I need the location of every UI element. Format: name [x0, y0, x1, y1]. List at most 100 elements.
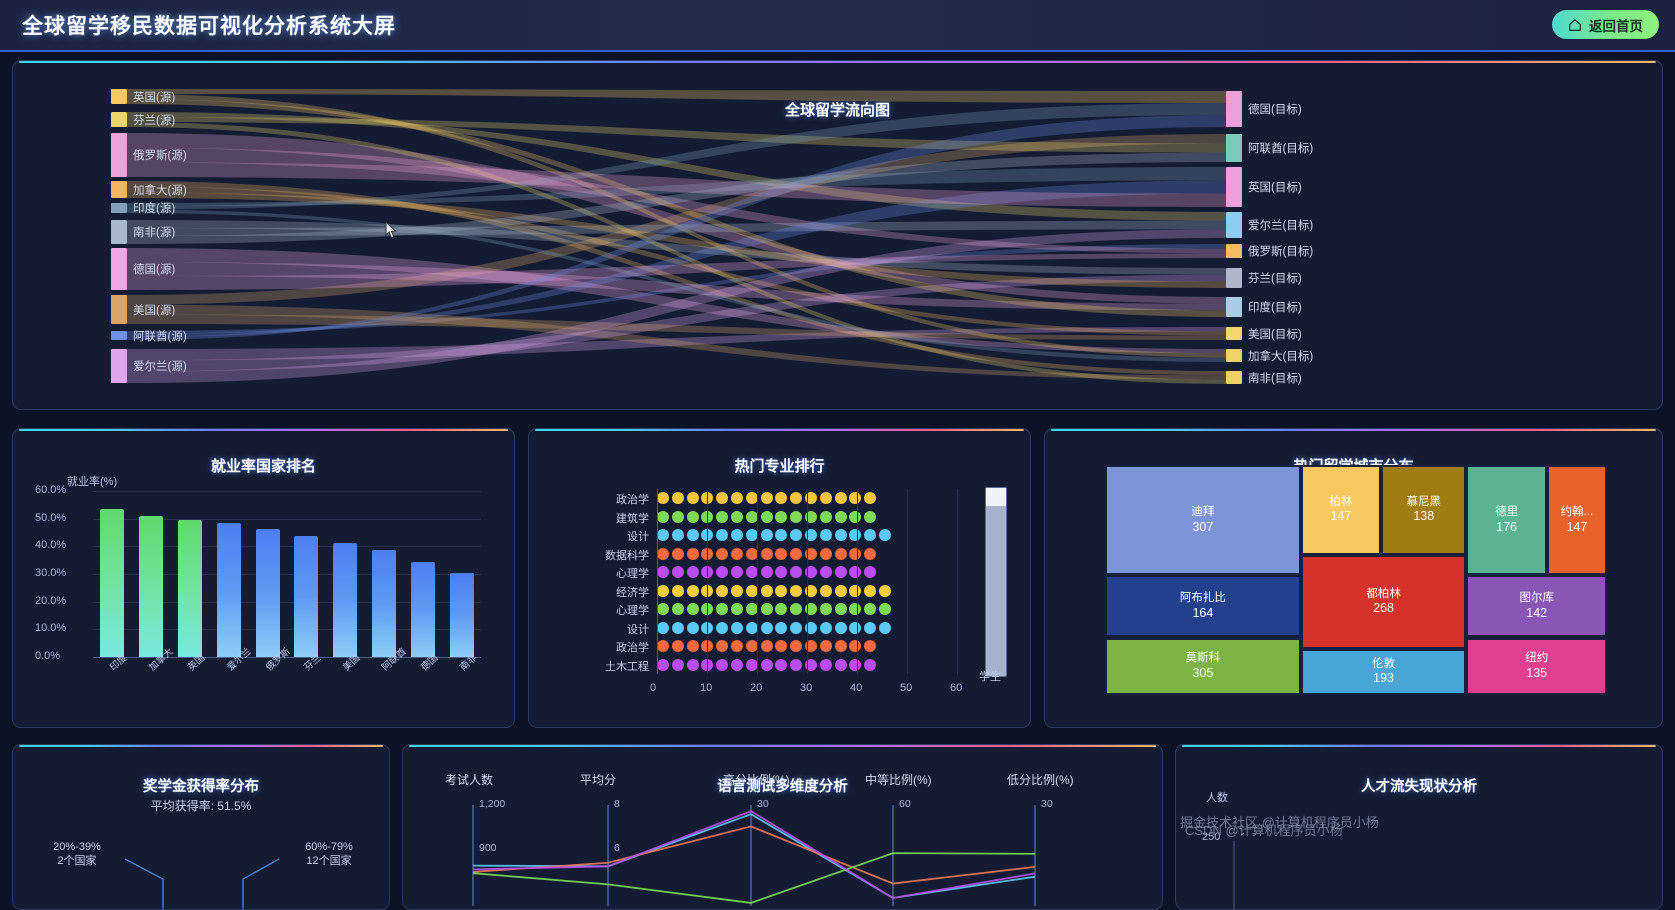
sankey-link[interactable]: [127, 167, 1226, 207]
employment-bar[interactable]: [372, 550, 396, 657]
majors-dot: [686, 621, 699, 634]
sankey-source-node[interactable]: [111, 220, 127, 244]
sankey-link[interactable]: [127, 220, 1226, 236]
sankey-source-node[interactable]: [111, 349, 127, 383]
treemap-cell[interactable]: 图尔库 142: [1466, 575, 1607, 638]
treemap-cell[interactable]: 伦敦 193: [1300, 649, 1467, 695]
back-to-home-button[interactable]: 返回首页: [1552, 10, 1659, 39]
language-series-line[interactable]: [472, 810, 1036, 899]
majors-scrollbar-thumb[interactable]: [986, 488, 1006, 506]
treemap-cell[interactable]: 纽约 135: [1466, 637, 1607, 695]
sankey-link[interactable]: [127, 122, 1226, 384]
sankey-source-node[interactable]: [111, 295, 127, 324]
sankey-link[interactable]: [127, 181, 1226, 376]
employment-bar[interactable]: [294, 535, 319, 657]
majors-dot: [819, 621, 832, 634]
sankey-link[interactable]: [127, 133, 1226, 304]
talent-loss-panel: 人才流失现状分析 人数 250: [1175, 744, 1663, 910]
sankey-source-node[interactable]: [111, 112, 127, 127]
majors-dot: [790, 492, 803, 504]
sankey-target-node[interactable]: [1226, 134, 1242, 162]
sankey-link[interactable]: [127, 117, 1226, 153]
majors-scrollbar[interactable]: [985, 487, 1007, 677]
gridline: [93, 629, 481, 631]
sankey-link[interactable]: [127, 274, 1226, 372]
employment-bar[interactable]: [139, 516, 164, 657]
sankey-link[interactable]: [127, 162, 1226, 207]
majors-row[interactable]: [657, 637, 877, 655]
sankey-link[interactable]: [127, 229, 1226, 383]
majors-dot: [657, 547, 669, 560]
treemap-cell[interactable]: 约翰... 147: [1546, 465, 1607, 576]
language-axis-tick: 6: [614, 842, 620, 854]
sankey-link[interactable]: [127, 180, 1226, 337]
majors-row[interactable]: [657, 545, 877, 563]
majors-dot: [716, 584, 729, 597]
treemap-cell[interactable]: 阿布扎比 164: [1105, 575, 1301, 638]
treemap-cell[interactable]: 莫斯科 305: [1105, 637, 1301, 695]
sankey-link[interactable]: [127, 115, 1226, 340]
sankey-target-node[interactable]: [1226, 212, 1242, 238]
sankey-link[interactable]: [127, 192, 1226, 288]
sankey-target-node[interactable]: [1226, 244, 1242, 258]
sankey-source-node[interactable]: [111, 181, 127, 198]
majors-dot: [760, 584, 773, 597]
sankey-link[interactable]: [127, 253, 1226, 290]
majors-row[interactable]: [657, 619, 891, 637]
sankey-target-node[interactable]: [1226, 349, 1242, 362]
treemap-cell[interactable]: 都柏林 268: [1300, 554, 1467, 649]
majors-row[interactable]: [657, 489, 877, 507]
majors-row[interactable]: [657, 526, 891, 544]
sankey-source-node[interactable]: [111, 331, 127, 340]
sankey-source-node[interactable]: [111, 248, 127, 290]
sankey-link[interactable]: [127, 314, 1226, 340]
employment-bar[interactable]: [449, 572, 474, 657]
sankey-link[interactable]: [127, 244, 1226, 334]
sankey-link[interactable]: [127, 103, 1226, 210]
majors-row[interactable]: [657, 600, 891, 618]
treemap-cell-name: 迪拜: [1191, 506, 1215, 519]
sankey-target-node[interactable]: [1226, 371, 1242, 384]
majors-row[interactable]: [657, 582, 891, 600]
sankey-link[interactable]: [127, 209, 1226, 362]
sankey-link[interactable]: [127, 248, 1226, 354]
treemap-cell-value: 135: [1526, 665, 1548, 680]
sankey-link[interactable]: [127, 99, 1226, 317]
sankey-link[interactable]: [127, 152, 1226, 244]
sankey-link[interactable]: [127, 112, 1226, 221]
employment-bar[interactable]: [100, 508, 125, 657]
sankey-link[interactable]: [127, 220, 1226, 275]
sankey-target-node[interactable]: [1226, 268, 1242, 288]
majors-row[interactable]: [657, 508, 877, 526]
sankey-target-node[interactable]: [1226, 297, 1242, 317]
sankey-target-node[interactable]: [1226, 167, 1242, 207]
sankey-link[interactable]: [127, 134, 1226, 305]
language-series-line[interactable]: [472, 825, 1036, 885]
sankey-link[interactable]: [127, 327, 1226, 361]
treemap-cell[interactable]: 迪拜 307: [1105, 465, 1301, 576]
sankey-link[interactable]: [127, 304, 1226, 380]
sankey-target-node[interactable]: [1226, 91, 1242, 127]
sankey-source-node[interactable]: [111, 133, 127, 177]
employment-bar[interactable]: [410, 562, 435, 657]
majors-row[interactable]: [657, 563, 877, 581]
employment-bar[interactable]: [216, 523, 241, 657]
majors-dot: [671, 492, 684, 504]
majors-row[interactable]: [657, 656, 877, 674]
sankey-link[interactable]: [127, 262, 1226, 311]
treemap-cell-name: 都柏林: [1366, 587, 1401, 600]
language-series-line[interactable]: [472, 852, 1036, 904]
treemap-cell[interactable]: 慕尼黑 138: [1381, 465, 1467, 555]
sankey-link[interactable]: [127, 147, 1226, 254]
sankey-link[interactable]: [127, 94, 1226, 358]
treemap-cell[interactable]: 德里 176: [1466, 465, 1547, 576]
sankey-target-node[interactable]: [1226, 327, 1242, 340]
sankey-link[interactable]: [127, 186, 1226, 336]
sankey-source-node[interactable]: [111, 203, 127, 213]
employment-bar[interactable]: [178, 520, 202, 657]
sankey-link[interactable]: [127, 89, 1226, 103]
employment-bar[interactable]: [333, 542, 358, 657]
employment-bar[interactable]: [255, 528, 280, 657]
treemap-cell[interactable]: 柏林 147: [1300, 465, 1382, 555]
sankey-source-node[interactable]: [111, 89, 127, 104]
